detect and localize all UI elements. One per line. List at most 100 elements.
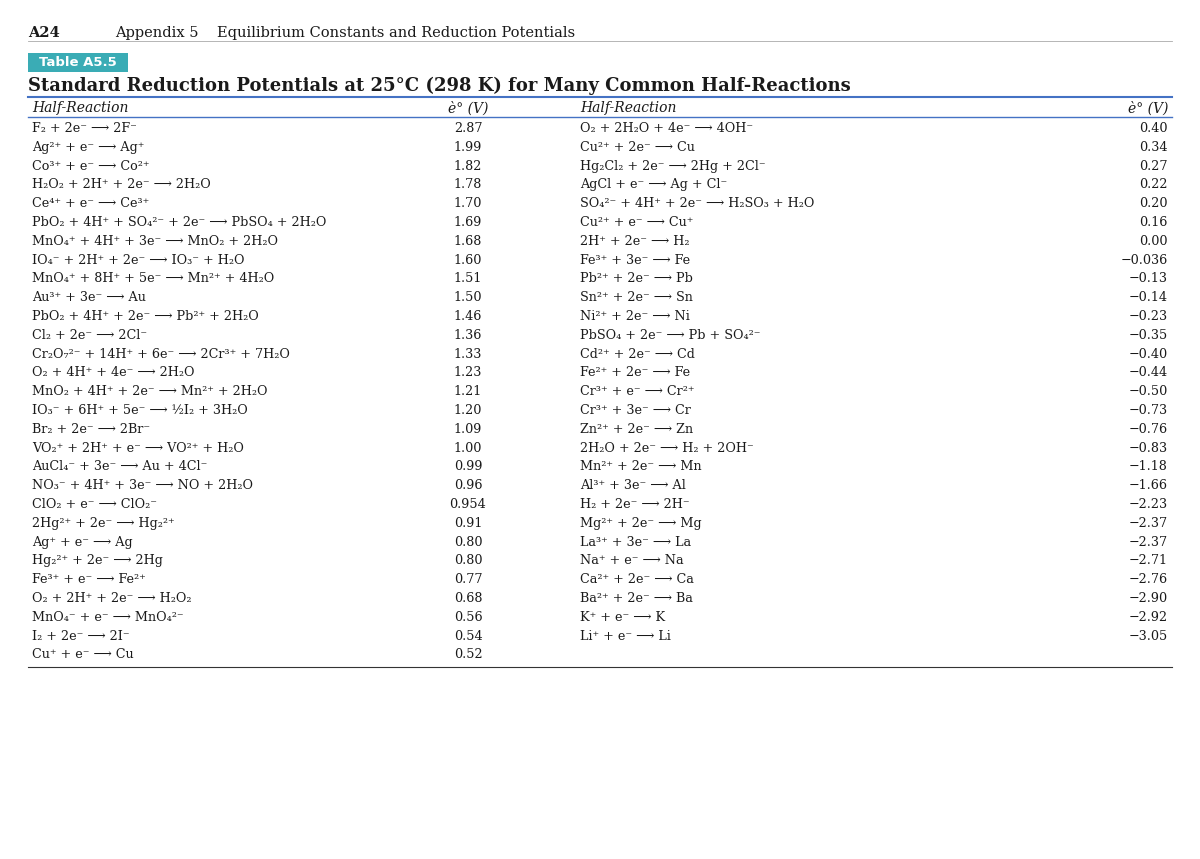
Text: 2.87: 2.87 [454, 122, 482, 135]
Text: Half-Reaction: Half-Reaction [580, 101, 677, 115]
Text: −2.76: −2.76 [1129, 573, 1168, 586]
Text: 0.99: 0.99 [454, 460, 482, 473]
Text: O₂ + 2H₂O + 4e⁻ ⟶ 4OH⁻: O₂ + 2H₂O + 4e⁻ ⟶ 4OH⁻ [580, 122, 754, 135]
Text: Fe³⁺ + 3e⁻ ⟶ Fe: Fe³⁺ + 3e⁻ ⟶ Fe [580, 253, 690, 266]
Text: MnO₂ + 4H⁺ + 2e⁻ ⟶ Mn²⁺ + 2H₂O: MnO₂ + 4H⁺ + 2e⁻ ⟶ Mn²⁺ + 2H₂O [32, 385, 268, 399]
Text: Br₂ + 2e⁻ ⟶ 2Br⁻: Br₂ + 2e⁻ ⟶ 2Br⁻ [32, 423, 150, 436]
Text: 1.78: 1.78 [454, 179, 482, 192]
Text: 2H₂O + 2e⁻ ⟶ H₂ + 2OH⁻: 2H₂O + 2e⁻ ⟶ H₂ + 2OH⁻ [580, 442, 754, 454]
Text: Fe³⁺ + e⁻ ⟶ Fe²⁺: Fe³⁺ + e⁻ ⟶ Fe²⁺ [32, 573, 145, 586]
Text: Hg₂Cl₂ + 2e⁻ ⟶ 2Hg + 2Cl⁻: Hg₂Cl₂ + 2e⁻ ⟶ 2Hg + 2Cl⁻ [580, 160, 766, 173]
Text: 0.56: 0.56 [454, 611, 482, 624]
Text: 0.91: 0.91 [454, 517, 482, 530]
Text: H₂ + 2e⁻ ⟶ 2H⁻: H₂ + 2e⁻ ⟶ 2H⁻ [580, 498, 690, 511]
Text: 0.80: 0.80 [454, 554, 482, 568]
FancyBboxPatch shape [28, 53, 128, 72]
Text: −0.35: −0.35 [1129, 329, 1168, 342]
Text: 0.34: 0.34 [1140, 141, 1168, 154]
Text: è° (V): è° (V) [1128, 101, 1168, 115]
Text: Cr³⁺ + e⁻ ⟶ Cr²⁺: Cr³⁺ + e⁻ ⟶ Cr²⁺ [580, 385, 695, 399]
Text: O₂ + 4H⁺ + 4e⁻ ⟶ 2H₂O: O₂ + 4H⁺ + 4e⁻ ⟶ 2H₂O [32, 367, 194, 380]
Text: MnO₄⁻ + e⁻ ⟶ MnO₄²⁻: MnO₄⁻ + e⁻ ⟶ MnO₄²⁻ [32, 611, 184, 624]
Text: 0.20: 0.20 [1140, 198, 1168, 210]
Text: AuCl₄⁻ + 3e⁻ ⟶ Au + 4Cl⁻: AuCl₄⁻ + 3e⁻ ⟶ Au + 4Cl⁻ [32, 460, 208, 473]
Text: 0.954: 0.954 [450, 498, 486, 511]
Text: Sn²⁺ + 2e⁻ ⟶ Sn: Sn²⁺ + 2e⁻ ⟶ Sn [580, 291, 692, 304]
Text: K⁺ + e⁻ ⟶ K: K⁺ + e⁻ ⟶ K [580, 611, 665, 624]
Text: 0.68: 0.68 [454, 592, 482, 605]
Text: NO₃⁻ + 4H⁺ + 3e⁻ ⟶ NO + 2H₂O: NO₃⁻ + 4H⁺ + 3e⁻ ⟶ NO + 2H₂O [32, 479, 253, 492]
Text: 1.00: 1.00 [454, 442, 482, 454]
Text: −0.23: −0.23 [1129, 310, 1168, 323]
Text: 1.99: 1.99 [454, 141, 482, 154]
Text: 1.51: 1.51 [454, 272, 482, 285]
Text: Co³⁺ + e⁻ ⟶ Co²⁺: Co³⁺ + e⁻ ⟶ Co²⁺ [32, 160, 150, 173]
Text: Pb²⁺ + 2e⁻ ⟶ Pb: Pb²⁺ + 2e⁻ ⟶ Pb [580, 272, 692, 285]
Text: 0.54: 0.54 [454, 630, 482, 643]
Text: PbO₂ + 4H⁺ + 2e⁻ ⟶ Pb²⁺ + 2H₂O: PbO₂ + 4H⁺ + 2e⁻ ⟶ Pb²⁺ + 2H₂O [32, 310, 259, 323]
Text: Cl₂ + 2e⁻ ⟶ 2Cl⁻: Cl₂ + 2e⁻ ⟶ 2Cl⁻ [32, 329, 148, 342]
Text: 1.09: 1.09 [454, 423, 482, 436]
Text: −0.83: −0.83 [1129, 442, 1168, 454]
Text: Ag⁺ + e⁻ ⟶ Ag: Ag⁺ + e⁻ ⟶ Ag [32, 536, 133, 549]
Text: PbSO₄ + 2e⁻ ⟶ Pb + SO₄²⁻: PbSO₄ + 2e⁻ ⟶ Pb + SO₄²⁻ [580, 329, 761, 342]
Text: IO₄⁻ + 2H⁺ + 2e⁻ ⟶ IO₃⁻ + H₂O: IO₄⁻ + 2H⁺ + 2e⁻ ⟶ IO₃⁻ + H₂O [32, 253, 245, 266]
Text: 0.22: 0.22 [1140, 179, 1168, 192]
Text: 1.33: 1.33 [454, 348, 482, 361]
Text: Cu²⁺ + 2e⁻ ⟶ Cu: Cu²⁺ + 2e⁻ ⟶ Cu [580, 141, 695, 154]
Text: −1.18: −1.18 [1129, 460, 1168, 473]
Text: Standard Reduction Potentials at 25°C (298 K) for Many Common Half-Reactions: Standard Reduction Potentials at 25°C (2… [28, 77, 851, 95]
Text: 1.50: 1.50 [454, 291, 482, 304]
Text: −2.92: −2.92 [1129, 611, 1168, 624]
Text: 0.00: 0.00 [1140, 235, 1168, 247]
Text: −0.13: −0.13 [1129, 272, 1168, 285]
Text: −2.37: −2.37 [1129, 536, 1168, 549]
Text: Fe²⁺ + 2e⁻ ⟶ Fe: Fe²⁺ + 2e⁻ ⟶ Fe [580, 367, 690, 380]
Text: Appendix 5    Equilibrium Constants and Reduction Potentials: Appendix 5 Equilibrium Constants and Red… [115, 26, 575, 40]
Text: Ca²⁺ + 2e⁻ ⟶ Ca: Ca²⁺ + 2e⁻ ⟶ Ca [580, 573, 694, 586]
Text: 1.20: 1.20 [454, 404, 482, 417]
Text: Cr³⁺ + 3e⁻ ⟶ Cr: Cr³⁺ + 3e⁻ ⟶ Cr [580, 404, 691, 417]
Text: Cr₂O₇²⁻ + 14H⁺ + 6e⁻ ⟶ 2Cr³⁺ + 7H₂O: Cr₂O₇²⁻ + 14H⁺ + 6e⁻ ⟶ 2Cr³⁺ + 7H₂O [32, 348, 290, 361]
Text: −2.71: −2.71 [1129, 554, 1168, 568]
Text: Al³⁺ + 3e⁻ ⟶ Al: Al³⁺ + 3e⁻ ⟶ Al [580, 479, 686, 492]
Text: −0.40: −0.40 [1129, 348, 1168, 361]
Text: −0.44: −0.44 [1129, 367, 1168, 380]
Text: 0.40: 0.40 [1140, 122, 1168, 135]
Text: è° (V): è° (V) [448, 101, 488, 115]
Text: 0.52: 0.52 [454, 649, 482, 661]
Text: −2.23: −2.23 [1129, 498, 1168, 511]
Text: AgCl + e⁻ ⟶ Ag + Cl⁻: AgCl + e⁻ ⟶ Ag + Cl⁻ [580, 179, 727, 192]
Text: Mg²⁺ + 2e⁻ ⟶ Mg: Mg²⁺ + 2e⁻ ⟶ Mg [580, 517, 702, 530]
Text: H₂O₂ + 2H⁺ + 2e⁻ ⟶ 2H₂O: H₂O₂ + 2H⁺ + 2e⁻ ⟶ 2H₂O [32, 179, 211, 192]
Text: ClO₂ + e⁻ ⟶ ClO₂⁻: ClO₂ + e⁻ ⟶ ClO₂⁻ [32, 498, 157, 511]
Text: 0.80: 0.80 [454, 536, 482, 549]
Text: F₂ + 2e⁻ ⟶ 2F⁻: F₂ + 2e⁻ ⟶ 2F⁻ [32, 122, 137, 135]
Text: 1.69: 1.69 [454, 216, 482, 229]
Text: Half-Reaction: Half-Reaction [32, 101, 128, 115]
Text: SO₄²⁻ + 4H⁺ + 2e⁻ ⟶ H₂SO₃ + H₂O: SO₄²⁻ + 4H⁺ + 2e⁻ ⟶ H₂SO₃ + H₂O [580, 198, 815, 210]
Text: MnO₄⁺ + 4H⁺ + 3e⁻ ⟶ MnO₂ + 2H₂O: MnO₄⁺ + 4H⁺ + 3e⁻ ⟶ MnO₂ + 2H₂O [32, 235, 278, 247]
Text: PbO₂ + 4H⁺ + SO₄²⁻ + 2e⁻ ⟶ PbSO₄ + 2H₂O: PbO₂ + 4H⁺ + SO₄²⁻ + 2e⁻ ⟶ PbSO₄ + 2H₂O [32, 216, 326, 229]
Text: −0.14: −0.14 [1129, 291, 1168, 304]
Text: Zn²⁺ + 2e⁻ ⟶ Zn: Zn²⁺ + 2e⁻ ⟶ Zn [580, 423, 694, 436]
Text: −0.73: −0.73 [1129, 404, 1168, 417]
Text: −0.50: −0.50 [1129, 385, 1168, 399]
Text: Ce⁴⁺ + e⁻ ⟶ Ce³⁺: Ce⁴⁺ + e⁻ ⟶ Ce³⁺ [32, 198, 149, 210]
Text: 1.68: 1.68 [454, 235, 482, 247]
Text: 0.96: 0.96 [454, 479, 482, 492]
Text: Mn²⁺ + 2e⁻ ⟶ Mn: Mn²⁺ + 2e⁻ ⟶ Mn [580, 460, 702, 473]
Text: I₂ + 2e⁻ ⟶ 2I⁻: I₂ + 2e⁻ ⟶ 2I⁻ [32, 630, 130, 643]
Text: −0.036: −0.036 [1121, 253, 1168, 266]
Text: MnO₄⁺ + 8H⁺ + 5e⁻ ⟶ Mn²⁺ + 4H₂O: MnO₄⁺ + 8H⁺ + 5e⁻ ⟶ Mn²⁺ + 4H₂O [32, 272, 275, 285]
Text: −2.37: −2.37 [1129, 517, 1168, 530]
Text: −1.66: −1.66 [1129, 479, 1168, 492]
Text: 1.82: 1.82 [454, 160, 482, 173]
Text: Hg₂²⁺ + 2e⁻ ⟶ 2Hg: Hg₂²⁺ + 2e⁻ ⟶ 2Hg [32, 554, 163, 568]
Text: IO₃⁻ + 6H⁺ + 5e⁻ ⟶ ½I₂ + 3H₂O: IO₃⁻ + 6H⁺ + 5e⁻ ⟶ ½I₂ + 3H₂O [32, 404, 247, 417]
Text: 0.27: 0.27 [1140, 160, 1168, 173]
Text: O₂ + 2H⁺ + 2e⁻ ⟶ H₂O₂: O₂ + 2H⁺ + 2e⁻ ⟶ H₂O₂ [32, 592, 192, 605]
Text: Na⁺ + e⁻ ⟶ Na: Na⁺ + e⁻ ⟶ Na [580, 554, 684, 568]
Text: 1.23: 1.23 [454, 367, 482, 380]
Text: A24: A24 [28, 26, 60, 40]
